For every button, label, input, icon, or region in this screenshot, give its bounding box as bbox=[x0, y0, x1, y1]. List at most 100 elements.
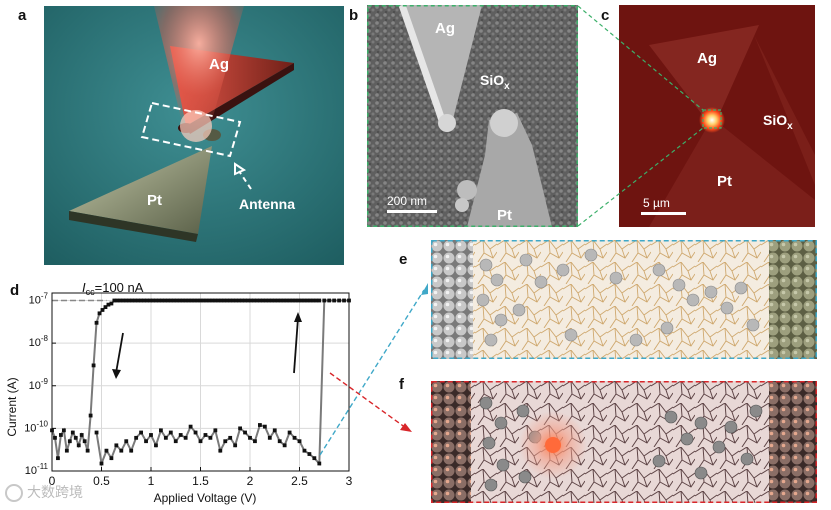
data-point bbox=[342, 298, 346, 303]
data-point bbox=[258, 298, 262, 303]
data-point bbox=[302, 448, 307, 453]
data-point bbox=[282, 443, 287, 448]
y-tick-base: 10 bbox=[25, 465, 37, 477]
data-point bbox=[100, 308, 105, 312]
data-point bbox=[59, 433, 63, 437]
data-point bbox=[174, 298, 179, 303]
data-point bbox=[157, 298, 161, 303]
data-point bbox=[119, 448, 124, 453]
data-point bbox=[195, 298, 200, 303]
data-point bbox=[284, 298, 289, 303]
data-point bbox=[252, 298, 256, 303]
data-point bbox=[299, 298, 304, 303]
series-1 bbox=[50, 298, 322, 461]
data-point bbox=[223, 439, 228, 444]
sweep-arrow-down bbox=[112, 332, 124, 379]
data-point bbox=[243, 430, 247, 435]
data-point bbox=[203, 433, 208, 437]
data-point bbox=[144, 439, 148, 444]
data-point bbox=[238, 426, 242, 431]
data-point bbox=[104, 448, 109, 453]
data-point bbox=[129, 448, 134, 453]
panel-c-scale-bar bbox=[641, 212, 686, 215]
data-point bbox=[124, 439, 129, 444]
y-tick-base: 10 bbox=[29, 295, 41, 307]
panel-e-label: e bbox=[399, 251, 408, 268]
data-point bbox=[145, 298, 149, 303]
data-point bbox=[73, 435, 78, 440]
data-point bbox=[163, 435, 168, 440]
data-point bbox=[292, 435, 297, 440]
y-tick-label: 10-7 bbox=[29, 292, 49, 307]
data-point bbox=[154, 443, 158, 448]
watermark-icon bbox=[5, 484, 23, 503]
y-tick-label: 10-11 bbox=[25, 462, 49, 477]
data-point bbox=[134, 435, 139, 440]
data-point bbox=[106, 302, 111, 307]
data-point bbox=[222, 298, 227, 303]
data-point bbox=[307, 452, 312, 456]
data-point bbox=[255, 298, 259, 303]
data-point bbox=[97, 311, 102, 316]
data-point bbox=[109, 301, 114, 306]
svg-text:SiOx: SiOx bbox=[763, 112, 793, 132]
data-point bbox=[193, 430, 198, 435]
data-point bbox=[308, 298, 313, 303]
data-point bbox=[332, 298, 337, 303]
data-point bbox=[248, 435, 252, 440]
data-point bbox=[253, 439, 257, 444]
data-point bbox=[269, 298, 274, 303]
data-point bbox=[159, 298, 164, 303]
panel-f-label: f bbox=[399, 376, 404, 393]
data-point bbox=[290, 298, 295, 303]
y-tick-exponent: -11 bbox=[37, 462, 49, 471]
panel-d-label: d bbox=[10, 282, 20, 299]
data-point bbox=[183, 298, 188, 303]
data-point bbox=[64, 448, 69, 453]
data-point bbox=[277, 439, 282, 444]
data-point bbox=[278, 298, 283, 303]
data-point bbox=[240, 298, 244, 303]
watermark: 大数跨境 bbox=[5, 482, 83, 503]
data-point bbox=[204, 298, 209, 303]
data-point bbox=[171, 298, 176, 303]
panel-a-illustration: Ag Pt Antenna bbox=[44, 6, 344, 265]
data-point bbox=[258, 423, 262, 427]
panel-a-ag-label: Ag bbox=[209, 56, 229, 73]
panel-c-pt-label: Pt bbox=[717, 173, 732, 190]
svg-text:SiOx: SiOx bbox=[480, 72, 510, 92]
x-tick-label: 0 bbox=[49, 474, 56, 488]
data-point bbox=[186, 298, 191, 303]
data-point bbox=[317, 298, 322, 303]
y-tick-base: 10 bbox=[29, 380, 41, 392]
data-point bbox=[94, 430, 99, 435]
y-tick-label: 10-10 bbox=[24, 419, 48, 434]
data-point bbox=[91, 363, 96, 368]
panel-a-label: a bbox=[18, 7, 27, 24]
data-point bbox=[114, 443, 119, 448]
data-point bbox=[210, 298, 215, 303]
series-line bbox=[51, 299, 320, 459]
data-point bbox=[165, 298, 170, 303]
data-point bbox=[149, 433, 153, 437]
data-point bbox=[133, 298, 138, 303]
data-point bbox=[53, 435, 57, 440]
data-point bbox=[118, 298, 123, 303]
y-tick-label: 10-8 bbox=[29, 334, 49, 349]
data-point bbox=[168, 298, 173, 303]
y-axis-title: Current (A) bbox=[5, 377, 19, 436]
data-point bbox=[216, 298, 221, 303]
panel-c-optical-image: Ag SiOx Pt 5 µm bbox=[619, 5, 815, 227]
data-point bbox=[297, 439, 302, 444]
data-point bbox=[82, 439, 87, 444]
series-2 bbox=[94, 298, 351, 468]
data-point bbox=[162, 298, 167, 303]
data-point bbox=[85, 448, 90, 453]
data-point bbox=[218, 448, 223, 453]
data-point bbox=[168, 430, 173, 435]
data-point bbox=[267, 435, 272, 440]
data-point bbox=[272, 428, 277, 433]
panel-b-siox-subscript: x bbox=[504, 81, 510, 92]
data-point bbox=[148, 298, 152, 303]
